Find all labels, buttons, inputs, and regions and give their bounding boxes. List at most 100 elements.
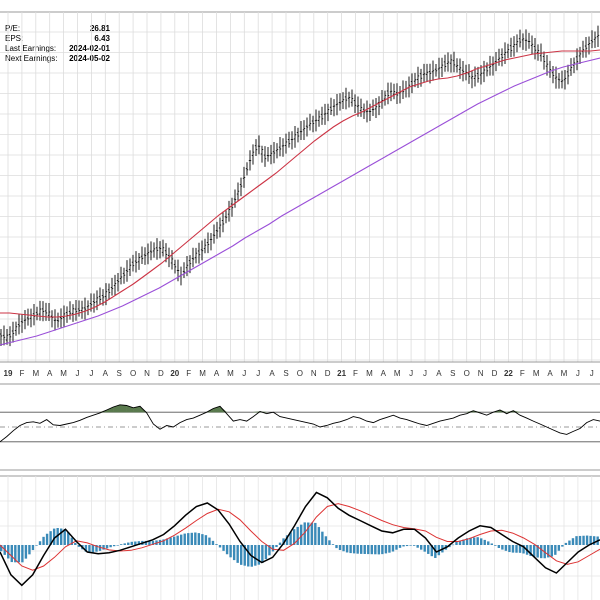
macd-histogram-bar [540, 545, 543, 559]
macd-histogram-bar [7, 545, 10, 559]
macd-histogram-bar [165, 538, 169, 545]
macd-histogram-bar [254, 545, 257, 566]
x-tick-label: S [450, 369, 455, 378]
macd-histogram-bar [271, 545, 275, 552]
macd-histogram-bar [187, 533, 190, 545]
macd-histogram-bar [24, 545, 28, 559]
macd-histogram-bar [518, 545, 522, 553]
macd-histogram-bar [335, 545, 338, 549]
macd-histogram-bar [247, 545, 250, 567]
macd-histogram-bar [35, 545, 38, 546]
macd-histogram-bar [88, 545, 91, 553]
macd-histogram-bar [60, 528, 63, 545]
macd-histogram-bar [472, 537, 476, 545]
macd-histogram-bar [282, 538, 285, 545]
macd-histogram-bar [458, 540, 462, 545]
macd-histogram-bar [70, 537, 73, 545]
stat-label: P/E: [5, 24, 21, 33]
stat-label: Last Earnings: [5, 44, 57, 53]
macd-histogram-bar [592, 536, 596, 545]
x-tick-label: D [325, 369, 331, 378]
macd-histogram-bar [45, 533, 49, 545]
macd-histogram-bar [547, 545, 550, 558]
macd-histogram-bar [243, 545, 246, 566]
x-tick-label: M [394, 369, 401, 378]
x-tick-label: O [464, 369, 470, 378]
macd-panel [0, 475, 600, 600]
macd-histogram-bar [130, 541, 133, 545]
price-grid [0, 11, 600, 363]
x-tick-label: M [366, 369, 373, 378]
x-tick-label: F [186, 369, 191, 378]
macd-histogram-bar [116, 545, 119, 546]
macd-histogram-bar [532, 545, 536, 557]
macd-histogram-bar [307, 522, 310, 545]
macd-histogram-bar [465, 538, 469, 545]
macd-histogram-bar [14, 545, 17, 563]
macd-histogram-bar [554, 545, 557, 555]
macd-histogram-bar [494, 545, 497, 546]
x-tick-label: F [520, 369, 525, 378]
macd-histogram-bar [0, 545, 3, 552]
macd-histogram-bar [529, 545, 532, 556]
macd-histogram-bar [194, 532, 197, 545]
x-tick-label: 19 [4, 369, 13, 378]
macd-histogram-bar [28, 545, 31, 555]
macd-histogram-bar [568, 540, 571, 545]
macd-histogram-bar [105, 545, 109, 549]
x-tick-label: M [561, 369, 568, 378]
macd-histogram-bar [127, 542, 130, 545]
macd-histogram-bar [211, 540, 215, 545]
x-tick-label: S [283, 369, 288, 378]
macd-histogram-bar [405, 545, 409, 547]
macd-histogram-bar [395, 545, 398, 550]
macd-histogram-bar [236, 545, 239, 563]
macd-histogram-bar [349, 545, 352, 554]
x-tick-label: A [436, 369, 442, 378]
x-tick-label: 21 [337, 369, 346, 378]
macd-histogram-bar [289, 532, 292, 545]
macd-histogram-bar [21, 545, 24, 563]
macd-histogram-bar [261, 545, 264, 563]
x-tick-label: F [19, 369, 24, 378]
x-tick-label: F [353, 369, 358, 378]
macd-histogram-bar [582, 535, 585, 545]
x-tick-label: A [47, 369, 53, 378]
macd-histogram-bar [462, 539, 465, 545]
macd-signal-line [0, 503, 600, 571]
moving-average-short-line [0, 49, 600, 318]
macd-histogram-bar [123, 543, 126, 545]
stat-value: 26.81 [89, 24, 110, 33]
macd-histogram-bar [162, 539, 165, 545]
macd-histogram-bar [151, 540, 155, 545]
macd-histogram-bar [536, 545, 539, 558]
x-tick-label: N [478, 369, 484, 378]
macd-histogram-bar [172, 536, 176, 545]
x-tick-label: A [269, 369, 275, 378]
x-tick-label: J [576, 369, 580, 378]
x-tick-label: 22 [504, 369, 513, 378]
macd-histogram-bar [356, 545, 359, 554]
macd-histogram-bar [367, 545, 370, 555]
x-tick-label: J [423, 369, 427, 378]
macd-line [0, 491, 600, 587]
macd-histogram-bar [204, 535, 208, 545]
macd-histogram-bar [416, 545, 419, 548]
x-tick-label: J [242, 369, 246, 378]
macd-histogram-bar [345, 545, 349, 553]
macd-histogram-bar [52, 528, 56, 545]
stat-label: Next Earnings: [5, 54, 58, 63]
macd-histogram-bar [490, 543, 493, 545]
macd-histogram-bar [564, 542, 568, 545]
stat-value: 6.43 [94, 34, 110, 43]
macd-histogram-bar [42, 536, 45, 545]
macd-histogram-bar [285, 535, 289, 545]
x-tick-label: D [492, 369, 498, 378]
macd-histogram-bar [321, 531, 324, 545]
macd-histogram-bar [374, 545, 377, 555]
macd-histogram-bar [578, 535, 582, 545]
macd-histogram-bar [423, 545, 426, 552]
macd-histogram-bar [257, 545, 261, 565]
macd-histogram-bar [215, 544, 218, 545]
